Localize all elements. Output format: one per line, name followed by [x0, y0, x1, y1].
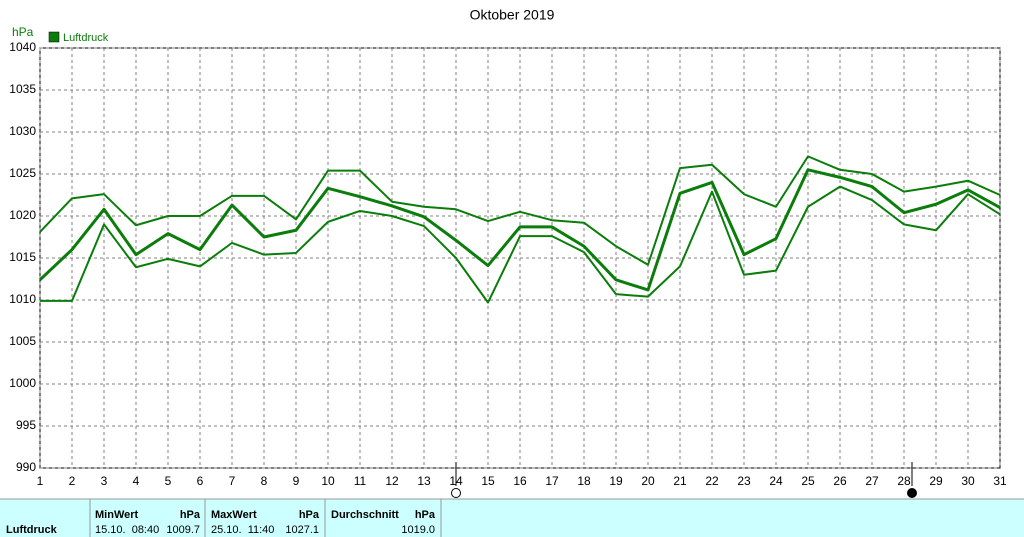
x-tick-label: 31 [993, 474, 1007, 488]
col-header: MinWert [95, 509, 139, 521]
full-moon-icon [451, 488, 461, 498]
y-tick-label: 1005 [9, 334, 36, 348]
x-tick-label: 14 [449, 474, 463, 488]
series-line [38, 168, 1001, 292]
y-tick-label: 1025 [9, 166, 36, 180]
x-tick-label: 21 [673, 474, 687, 488]
x-tick-label: 20 [641, 474, 655, 488]
y-tick-label: 1030 [9, 124, 36, 138]
x-tick-label: 12 [385, 474, 399, 488]
table-background [0, 499, 1024, 537]
x-tick-label: 22 [705, 474, 719, 488]
legend-label: Luftdruck [63, 32, 109, 44]
x-tick-label: 18 [577, 474, 591, 488]
x-tick-label: 13 [417, 474, 431, 488]
col-unit: hPa [415, 509, 436, 521]
cell-time: 25.10. 11:40 [211, 524, 274, 536]
row-label: Luftdruck [6, 524, 58, 536]
x-tick-label: 15 [481, 474, 495, 488]
col-header: MaxWert [211, 509, 257, 521]
y-tick-label: 1040 [9, 40, 36, 54]
x-tick-label: 23 [737, 474, 751, 488]
x-tick-label: 29 [929, 474, 943, 488]
x-tick-label: 19 [609, 474, 623, 488]
x-tick-label: 5 [165, 474, 172, 488]
y-tick-label: 995 [16, 418, 36, 432]
col-header: Durchschnitt [331, 509, 399, 521]
col-unit: hPa [299, 509, 320, 521]
x-tick-label: 1 [37, 474, 44, 488]
x-tick-label: 4 [133, 474, 140, 488]
y-tick-label: 1015 [9, 250, 36, 264]
series-line [39, 155, 1001, 266]
x-tick-label: 3 [101, 474, 108, 488]
x-tick-label: 2 [69, 474, 76, 488]
cell-value: 1009.7 [166, 524, 200, 536]
x-tick-label: 8 [261, 474, 268, 488]
x-tick-label: 26 [833, 474, 847, 488]
legend: Luftdruck [48, 31, 109, 44]
chart-title: Oktober 2019 [470, 7, 555, 23]
legend-swatch [48, 31, 60, 43]
summary-table: Luftdruck MinWert hPa 15.10. 08:40 1009.… [0, 498, 1024, 537]
y-tick-label: 990 [16, 460, 36, 474]
cell-time: 15.10. 08:40 [95, 524, 159, 536]
x-tick-label: 17 [545, 474, 559, 488]
series-line [40, 185, 1001, 304]
x-tick-label: 11 [354, 474, 367, 488]
cell-value: 1027.1 [285, 524, 319, 536]
col-unit: hPa [180, 509, 201, 521]
y-tick-label: 1035 [9, 82, 36, 96]
x-tick-label: 10 [321, 474, 335, 488]
x-tick-label: 24 [769, 474, 783, 488]
new-moon-icon [907, 488, 917, 498]
y-axis-label: hPa [12, 25, 34, 39]
x-tick-label: 25 [801, 474, 815, 488]
x-tick-label: 27 [865, 474, 879, 488]
x-tick-label: 7 [229, 474, 236, 488]
y-tick-label: 1010 [9, 292, 36, 306]
y-tick-label: 1020 [9, 208, 36, 222]
x-tick-label: 30 [961, 474, 975, 488]
x-tick-label: 6 [197, 474, 204, 488]
x-tick-label: 9 [293, 474, 300, 488]
x-tick-label: 28 [897, 474, 911, 488]
x-tick-label: 16 [513, 474, 527, 488]
y-tick-label: 1000 [9, 376, 36, 390]
cell-value: 1019.0 [401, 524, 435, 536]
